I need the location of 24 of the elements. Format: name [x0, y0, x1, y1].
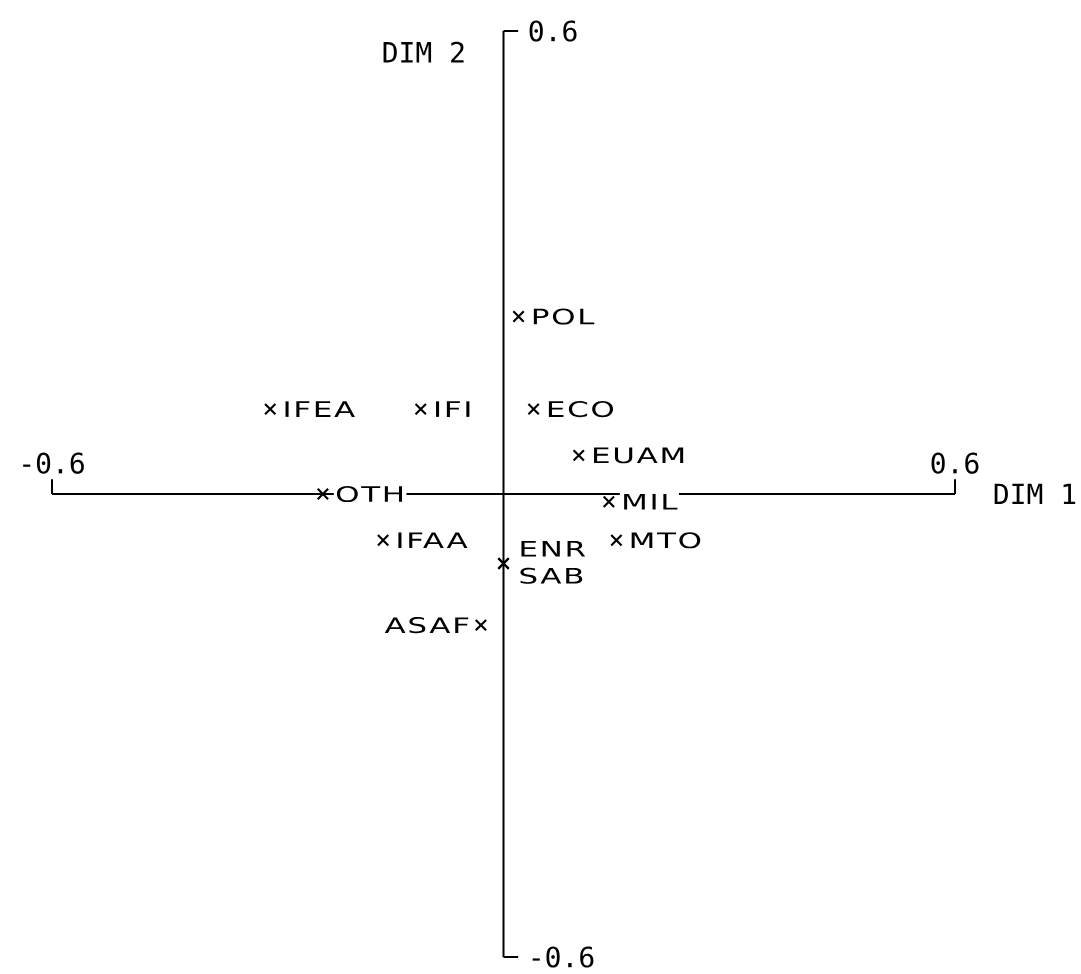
point: [610, 534, 623, 547]
annotation: POL: [533, 308, 595, 325]
point: [414, 402, 427, 416]
y-axis-title: DIM 2: [383, 41, 464, 63]
point: [527, 402, 540, 416]
point: [263, 402, 277, 416]
point: [316, 487, 330, 501]
annotation: ECO: [548, 401, 614, 418]
annotation: IFEA: [285, 401, 355, 417]
annotation: ENR: [521, 540, 586, 557]
annotation: SAB: [520, 567, 583, 584]
annotation: OTH: [336, 485, 403, 503]
point: [572, 449, 586, 462]
x-axis-title: DIM 1: [994, 483, 1076, 505]
annotation: MIL: [624, 493, 678, 510]
annotation: EUAM: [594, 447, 684, 464]
point: [376, 534, 390, 547]
point: [474, 618, 488, 632]
annotation: ASAF: [384, 617, 469, 634]
point: [512, 310, 525, 323]
point: [602, 495, 616, 508]
annotation: MTO: [631, 532, 701, 549]
annotation: IFI: [436, 401, 470, 417]
annotation: IFAA: [398, 532, 468, 549]
